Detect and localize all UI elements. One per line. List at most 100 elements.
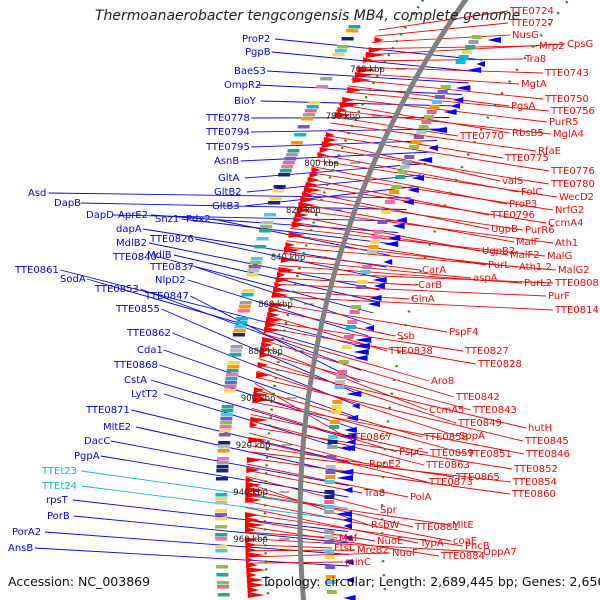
gene-label-left[interactable]: TTE0794 [205, 127, 250, 138]
gene-label-left[interactable]: TTE0778 [205, 113, 250, 124]
gene-label-right[interactable]: UgpB [491, 224, 518, 235]
gene-label-right[interactable]: WecD2 [559, 192, 594, 203]
gene-label-right[interactable]: TTE0727 [509, 18, 554, 29]
gene-label-right[interactable]: TTE0881 [414, 522, 459, 533]
gene-label-right[interactable]: TTE0814 [554, 305, 599, 316]
gene-label-left[interactable]: rpsT [46, 495, 69, 506]
gene-label-right[interactable]: CcmA4 [548, 218, 583, 229]
gene-label-right[interactable]: PurR6 [525, 225, 555, 236]
gene-label-left[interactable]: BaeS3 [234, 66, 266, 77]
gene-label-left[interactable]: GltB2 [214, 187, 242, 198]
gene-label-right[interactable]: Aro8 [431, 376, 454, 387]
gene-label-right[interactable]: TTE0827 [464, 346, 509, 357]
gene-label-left[interactable]: TTE0837 [149, 262, 194, 273]
gene-label-right[interactable]: TTE0851 [467, 449, 512, 460]
gene-label-right[interactable]: NuoE [377, 536, 403, 547]
gene-label-left[interactable]: SodA [60, 274, 86, 285]
gene-label-left[interactable]: GltB3 [212, 201, 240, 212]
gene-label-right[interactable]: TTE0873 [428, 477, 473, 488]
gene-label-right[interactable]: PgsA [511, 101, 536, 112]
gene-label-left[interactable]: TTE0853 [94, 284, 139, 295]
gene-label-left[interactable]: OmpR2 [224, 80, 261, 91]
gene-label-left[interactable]: TTEt23 [41, 466, 77, 477]
gene-label-right[interactable]: MgtA [521, 79, 547, 90]
gene-label-right[interactable]: OppA7 [483, 547, 517, 558]
gene-label-left[interactable]: TTE0826 [149, 234, 194, 245]
gene-label-right[interactable]: TypA [419, 538, 444, 549]
gene-label-left[interactable]: TTE0855 [115, 304, 160, 315]
gene-label-right[interactable]: Ath1.2 [519, 262, 552, 273]
gene-label-right[interactable]: coaE [453, 536, 477, 547]
gene-label-right[interactable]: PncB [465, 541, 490, 552]
gene-label-right[interactable]: CcmA5 [429, 405, 464, 416]
gene-label-right[interactable]: RsbW [371, 520, 400, 531]
gene-label-left[interactable]: MltE2 [103, 422, 131, 433]
gene-label-right[interactable]: TTE0863 [425, 460, 470, 471]
gene-label-right[interactable]: TTE0859 [429, 448, 474, 459]
gene-label-right[interactable]: CarB [418, 280, 442, 291]
gene-label-right[interactable]: minC [345, 557, 371, 568]
gene-label-right[interactable]: TTE0846 [525, 449, 570, 460]
gene-label-right[interactable]: TTE0750 [544, 94, 589, 105]
gene-label-right[interactable]: RpoE2 [369, 459, 401, 470]
gene-label-right[interactable]: NuoF [392, 548, 418, 559]
gene-label-left[interactable]: TTE0795 [205, 142, 250, 153]
gene-label-left[interactable]: LytT2 [131, 389, 158, 400]
gene-label-right[interactable]: FolC [521, 187, 542, 198]
gene-label-right[interactable]: TTE0843 [472, 405, 517, 416]
gene-label-right[interactable]: MalF2 [510, 250, 540, 261]
gene-label-right[interactable]: GlnA [411, 294, 435, 305]
gene-label-right[interactable]: TTE0770 [459, 131, 504, 142]
gene-label-left[interactable]: CstA [124, 375, 147, 386]
gene-label-right[interactable]: TTE0849 [457, 418, 502, 429]
gene-label-left[interactable]: TTE0861 [14, 265, 59, 276]
gene-label-left[interactable]: BioY [234, 96, 257, 107]
gene-label-right[interactable]: Maf [339, 533, 358, 544]
gene-label-left[interactable]: AsnB [214, 156, 239, 167]
gene-label-right[interactable]: FtsL [334, 543, 355, 554]
gene-label-left[interactable]: Snz1 [155, 214, 179, 225]
gene-label-right[interactable]: Tra8 [363, 488, 385, 499]
gene-label-left[interactable]: NlpD2 [155, 275, 186, 286]
gene-label-right[interactable]: TTE0838 [388, 346, 433, 357]
gene-label-right[interactable]: TTE0884 [440, 551, 485, 562]
gene-label-right[interactable]: SppA [459, 431, 485, 442]
gene-label-right[interactable]: MglA4 [553, 129, 584, 140]
gene-label-right[interactable]: TTE0796 [490, 210, 535, 221]
gene-label-right[interactable]: Ssb [397, 331, 415, 342]
gene-label-right[interactable]: TTE0776 [550, 166, 595, 177]
gene-label-left[interactable]: DapB [54, 198, 81, 209]
gene-label-right[interactable]: CpsG [567, 39, 593, 50]
gene-label-right[interactable]: aspA [473, 273, 498, 284]
gene-label-right[interactable]: PspF4 [449, 327, 479, 338]
gene-label-left[interactable]: MdlB [147, 250, 172, 261]
gene-label-right[interactable]: TTE0858 [423, 432, 468, 443]
gene-label-left[interactable]: TTE0871 [85, 405, 130, 416]
gene-label-right[interactable]: TTE0845 [524, 436, 569, 447]
gene-label-right[interactable]: NrfG2 [555, 205, 584, 216]
gene-label-right[interactable]: TTE0828 [477, 359, 522, 370]
gene-label-right[interactable]: PurF [548, 291, 570, 302]
gene-label-right[interactable]: TTE0775 [504, 153, 549, 164]
gene-label-right[interactable]: PspC [399, 447, 423, 458]
gene-label-right[interactable]: TTE0808 [554, 278, 599, 289]
gene-label-right[interactable]: TTE0852 [513, 464, 558, 475]
gene-label-right[interactable]: TTE0780 [550, 179, 595, 190]
gene-label-right[interactable]: MalG2 [558, 265, 590, 276]
gene-label-right[interactable]: PurR5 [549, 117, 579, 128]
gene-label-right[interactable]: TTE0867 [347, 432, 392, 443]
gene-label-right[interactable]: Ath1 [555, 238, 578, 249]
gene-label-right[interactable]: PurL2 [524, 278, 552, 289]
gene-label-right[interactable]: UgpB2 [482, 246, 515, 257]
gene-label-left[interactable]: TTE0840 [112, 252, 157, 263]
gene-label-left[interactable]: PorB [47, 511, 70, 522]
gene-label-right[interactable]: MltE [452, 520, 474, 531]
gene-label-left[interactable]: TTE0847 [144, 291, 189, 302]
gene-label-right[interactable]: TTE0860 [511, 489, 556, 500]
gene-label-left[interactable]: TTEt24 [41, 481, 77, 492]
gene-label-right[interactable]: Spr [380, 505, 398, 516]
gene-label-left[interactable]: AnsB [8, 543, 33, 554]
gene-label-right[interactable]: TTE0756 [550, 106, 595, 117]
gene-label-left[interactable]: Asd [28, 188, 46, 199]
gene-label-right[interactable]: NusG [512, 30, 539, 41]
